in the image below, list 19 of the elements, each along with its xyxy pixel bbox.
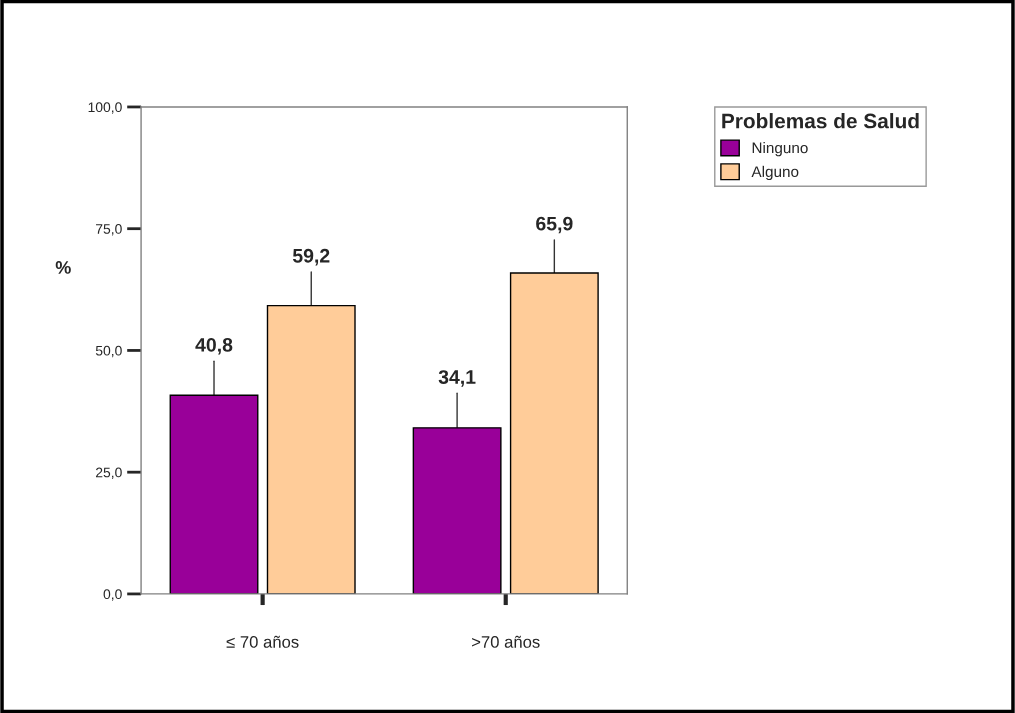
y-axis-title: %: [55, 261, 71, 274]
bar: [169, 394, 259, 594]
y-tick-label: 75,0: [96, 224, 122, 236]
data-label: 40,8: [195, 337, 233, 355]
data-label: 65,9: [536, 216, 573, 234]
data-label: 34,1: [438, 370, 476, 387]
x-tick-label: ≤ 70 años: [226, 635, 299, 648]
y-tick-label: 25,0: [96, 467, 122, 479]
y-tick-label: 100,0: [88, 102, 122, 114]
x-tick-label: >70 años: [472, 635, 540, 648]
legend-label: Alguno: [751, 165, 799, 181]
data-label: 59,2: [292, 248, 330, 266]
bar: [509, 272, 599, 594]
bar: [412, 427, 502, 594]
bar: [266, 304, 356, 594]
y-tick-label: 0,0: [103, 589, 122, 601]
legend-title: Problemas de Salud: [722, 113, 919, 129]
y-tick-label: 50,0: [95, 345, 122, 358]
legend-label: Ninguno: [752, 142, 808, 157]
